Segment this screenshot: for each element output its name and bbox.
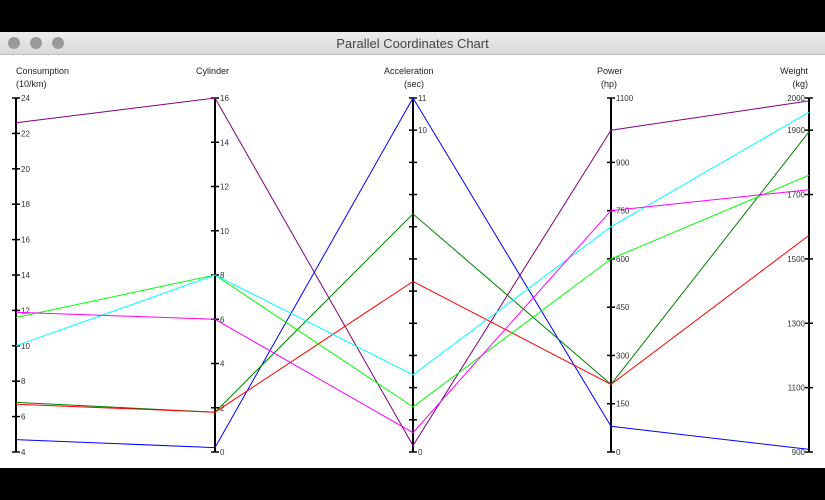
axis-tick-label: 4 [21, 448, 26, 457]
axis-name-consumption: Consumption [16, 66, 70, 76]
axis-tick-label: 300 [616, 351, 630, 360]
axis-unit-power: (hp) [601, 79, 618, 89]
axis-unit-weight: (kg) [792, 79, 809, 89]
axis-tick-label: 150 [616, 400, 630, 409]
axis-tick-label: 24 [21, 94, 30, 103]
series-line-5 [15, 174, 810, 408]
axis-tick-label: 0 [616, 448, 621, 457]
axis-tick-label: 450 [616, 303, 630, 312]
axis-tick-label: 6 [220, 315, 225, 324]
axis-tick-label: 750 [616, 207, 630, 216]
axis-tick-label: 8 [220, 271, 225, 280]
series-line-1 [15, 97, 810, 447]
window-title: Parallel Coordinates Chart [336, 36, 489, 51]
axis-tick-label: 10 [21, 342, 30, 351]
zoom-window-button[interactable] [52, 37, 64, 49]
series-line-3 [15, 131, 810, 413]
title-bar: Parallel Coordinates Chart [0, 32, 825, 55]
series-line-4 [15, 235, 810, 413]
axis-tick-label: 10 [220, 227, 229, 236]
axis-tick-label: 2000 [787, 94, 805, 103]
series-line-7 [15, 189, 810, 434]
axis-tick-label: 22 [21, 129, 30, 138]
axis-tick-label: 20 [21, 165, 30, 174]
axis-tick-label: 4 [220, 360, 225, 369]
close-window-button[interactable] [8, 37, 20, 49]
axis-tick-label: 1100 [616, 94, 634, 103]
axis-tick-label: 1700 [787, 191, 805, 200]
axis-tick-label: 18 [21, 200, 30, 209]
axis-tick-label: 11 [418, 94, 427, 103]
axis-name-power: Power [597, 66, 623, 76]
axis-name-weight: Weight [780, 66, 808, 76]
axis-name-cylinder: Cylinder [196, 66, 230, 76]
axis-tick-label: 1100 [788, 384, 806, 393]
axis-tick-label: 1500 [787, 255, 805, 264]
axis-tick-label: 1900 [787, 126, 805, 135]
axis-tick-label: 12 [21, 306, 30, 315]
axis-tick-label: 900 [616, 158, 630, 167]
axis-name-acceleration: Acceleration [384, 66, 434, 76]
axis-unit-consumption: (10/km) [16, 79, 47, 89]
axis-tick-label: 14 [21, 271, 30, 280]
axis-tick-label: 6 [21, 413, 26, 422]
axis-tick-label: 16 [220, 94, 229, 103]
axis-tick-label: 600 [616, 255, 630, 264]
axis-tick-label: 10 [418, 126, 427, 135]
axis-unit-acceleration: (sec) [404, 79, 424, 89]
axis-tick-label: 12 [220, 183, 229, 192]
series-line-6 [15, 111, 810, 376]
axis-tick-label: 0 [418, 448, 423, 457]
axis-tick-label: 8 [21, 377, 26, 386]
series-line-2 [15, 97, 810, 450]
axis-tick-label: 16 [21, 236, 30, 245]
axis-tick-label: 1300 [787, 319, 805, 328]
axis-tick-label: 900 [792, 448, 806, 457]
minimize-window-button[interactable] [30, 37, 42, 49]
axis-tick-label: 2 [220, 404, 225, 413]
axis-tick-label: 14 [220, 138, 229, 147]
axis-tick-label: 0 [220, 448, 225, 457]
